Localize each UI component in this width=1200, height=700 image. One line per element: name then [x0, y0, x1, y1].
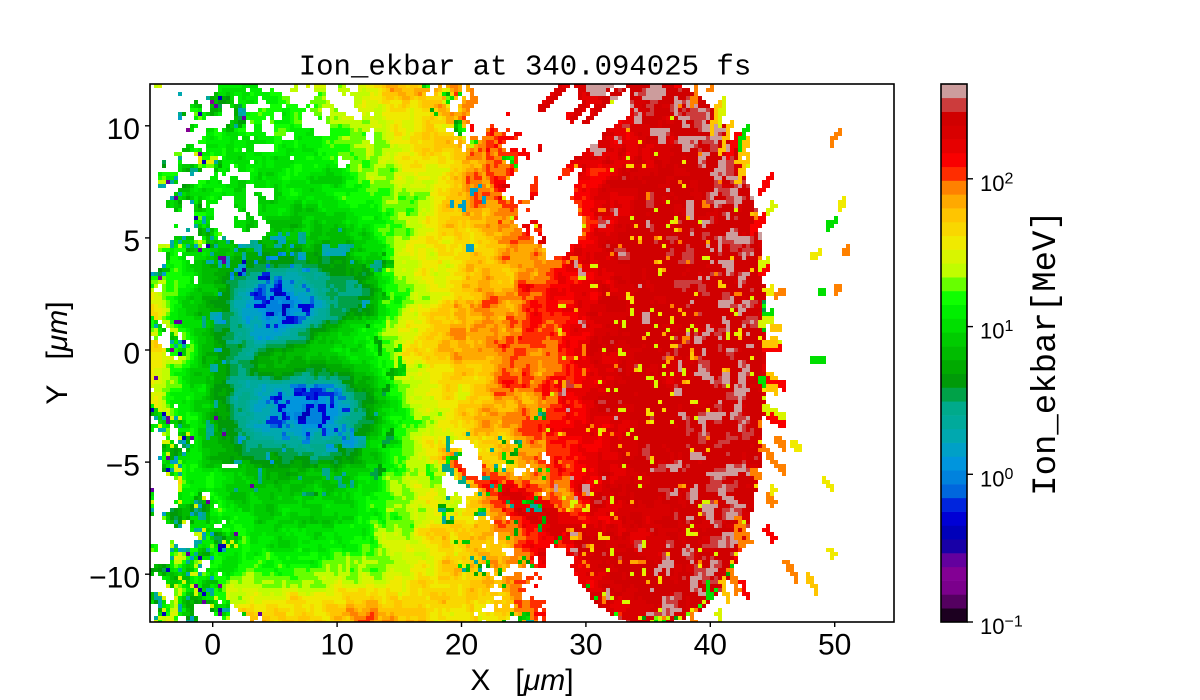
- svg-text:40: 40: [694, 629, 727, 662]
- svg-text:5: 5: [123, 225, 140, 258]
- svg-text:Ion_ekbar at 340.094025 fs: Ion_ekbar at 340.094025 fs: [299, 51, 751, 84]
- svg-text:20: 20: [445, 629, 478, 662]
- svg-text:10: 10: [320, 629, 353, 662]
- svg-text:10: 10: [107, 113, 140, 146]
- svg-text:X [μm]: X [μm]: [470, 664, 573, 697]
- svg-text:0: 0: [204, 629, 221, 662]
- svg-text:30: 30: [569, 629, 602, 662]
- svg-text:−10: −10: [89, 562, 140, 595]
- svg-text:Ion_ekbar[MeV]: Ion_ekbar[MeV]: [1028, 210, 1066, 496]
- svg-text:50: 50: [818, 629, 851, 662]
- svg-text:−5: −5: [106, 449, 140, 482]
- svg-text:Y [μm]: Y [μm]: [41, 301, 74, 404]
- svg-text:0: 0: [123, 337, 140, 370]
- svg-text:10−1: 10−1: [980, 614, 1023, 640]
